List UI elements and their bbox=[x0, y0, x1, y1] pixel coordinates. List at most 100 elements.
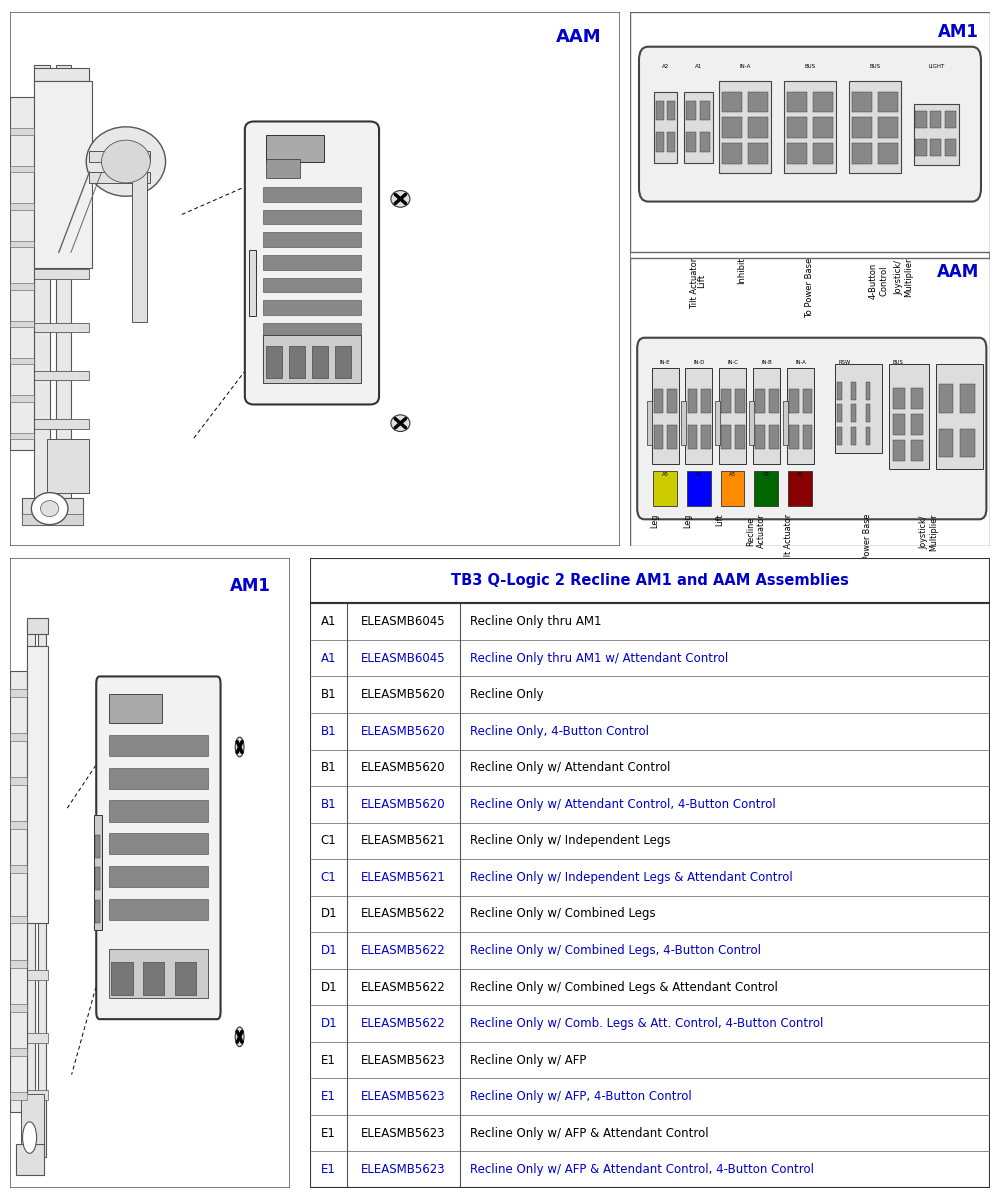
Text: Recline Only, 4-Button Control: Recline Only, 4-Button Control bbox=[470, 725, 649, 738]
Bar bbox=[109, 833, 208, 854]
Bar bbox=[685, 367, 712, 463]
Text: To Power Base: To Power Base bbox=[806, 258, 814, 318]
Circle shape bbox=[235, 1027, 244, 1046]
Text: Recline Only w/ Independent Legs & Attendant Control: Recline Only w/ Independent Legs & Atten… bbox=[470, 871, 793, 884]
Bar bbox=[143, 962, 164, 995]
Bar bbox=[866, 427, 870, 444]
Bar bbox=[34, 68, 89, 82]
Text: ELEASMB5620: ELEASMB5620 bbox=[361, 798, 446, 811]
Bar bbox=[266, 134, 324, 162]
Bar bbox=[10, 671, 27, 1112]
Bar bbox=[788, 470, 812, 506]
Bar bbox=[688, 389, 697, 413]
Bar bbox=[939, 384, 953, 413]
Text: ELEASMB5621: ELEASMB5621 bbox=[361, 871, 446, 884]
Bar bbox=[109, 949, 208, 998]
Bar bbox=[755, 425, 765, 449]
Bar bbox=[915, 139, 927, 156]
Bar bbox=[667, 101, 675, 120]
Bar bbox=[27, 686, 48, 696]
Bar bbox=[27, 646, 48, 924]
Text: Recline Only thru AM1: Recline Only thru AM1 bbox=[470, 616, 601, 628]
Bar bbox=[10, 1092, 27, 1099]
Bar bbox=[803, 425, 812, 449]
Text: B1: B1 bbox=[321, 725, 337, 738]
Bar bbox=[34, 173, 89, 182]
Bar bbox=[111, 962, 133, 995]
Bar bbox=[263, 254, 361, 270]
Bar bbox=[754, 470, 778, 506]
Bar bbox=[722, 143, 742, 163]
Bar bbox=[667, 425, 677, 449]
Bar bbox=[787, 367, 814, 463]
Bar bbox=[911, 414, 923, 434]
Circle shape bbox=[23, 1122, 37, 1153]
Bar bbox=[878, 143, 898, 163]
Bar bbox=[16, 1144, 44, 1176]
Text: 4-Button
Control: 4-Button Control bbox=[869, 263, 888, 299]
Bar bbox=[866, 382, 870, 400]
Bar bbox=[27, 1090, 48, 1099]
Text: C1: C1 bbox=[321, 871, 337, 884]
Bar bbox=[837, 404, 842, 422]
Bar bbox=[630, 258, 990, 546]
Text: TB3 Q-Logic 2 Recline AM1 and AAM Assemblies: TB3 Q-Logic 2 Recline AM1 and AAM Assemb… bbox=[451, 574, 849, 588]
Bar bbox=[783, 401, 788, 444]
Bar bbox=[656, 132, 664, 152]
Bar bbox=[89, 172, 150, 182]
Bar bbox=[866, 404, 870, 422]
Bar bbox=[10, 320, 34, 328]
Bar bbox=[10, 1004, 27, 1012]
Bar bbox=[38, 622, 46, 1157]
Text: IN-D: IN-D bbox=[693, 360, 705, 365]
Bar bbox=[835, 365, 882, 452]
Text: Recline Only w/ AFP & Attendant Control, 4-Button Control: Recline Only w/ AFP & Attendant Control,… bbox=[470, 1163, 814, 1176]
Bar bbox=[889, 365, 929, 468]
Bar bbox=[10, 203, 34, 210]
Bar bbox=[10, 960, 27, 967]
Bar bbox=[10, 433, 34, 439]
Bar bbox=[95, 900, 100, 923]
Bar bbox=[681, 401, 686, 444]
Text: ELEASMB5623: ELEASMB5623 bbox=[361, 1127, 446, 1140]
Text: LIGHT: LIGHT bbox=[928, 64, 944, 68]
Bar bbox=[175, 962, 196, 995]
Bar bbox=[735, 425, 745, 449]
Bar bbox=[263, 300, 361, 316]
Text: A1: A1 bbox=[321, 652, 336, 665]
Bar bbox=[34, 323, 89, 332]
Text: Recline Only w/ AFP, 4-Button Control: Recline Only w/ AFP, 4-Button Control bbox=[470, 1090, 692, 1103]
Bar bbox=[132, 162, 147, 322]
Bar bbox=[960, 384, 975, 413]
Bar bbox=[27, 800, 48, 810]
Bar bbox=[686, 132, 696, 152]
Bar bbox=[849, 80, 901, 173]
Bar bbox=[852, 91, 872, 112]
Bar bbox=[893, 439, 905, 461]
Bar bbox=[630, 12, 990, 252]
Text: ELEASMB5623: ELEASMB5623 bbox=[361, 1163, 446, 1176]
Text: Recline Only w/ Comb. Legs & Att. Control, 4-Button Control: Recline Only w/ Comb. Legs & Att. Contro… bbox=[470, 1018, 823, 1030]
Text: C1: C1 bbox=[321, 834, 337, 847]
Bar bbox=[263, 233, 361, 247]
Circle shape bbox=[86, 127, 166, 197]
Bar bbox=[10, 128, 34, 134]
Bar bbox=[755, 389, 765, 413]
Bar bbox=[684, 92, 713, 162]
Bar bbox=[851, 404, 856, 422]
Text: Tilt Actuator: Tilt Actuator bbox=[784, 514, 793, 563]
Text: ELEASMB5623: ELEASMB5623 bbox=[361, 1054, 446, 1067]
Bar bbox=[109, 800, 208, 822]
Text: Recline Only: Recline Only bbox=[470, 689, 543, 701]
Bar bbox=[787, 91, 807, 112]
Bar bbox=[95, 835, 100, 858]
Bar bbox=[960, 428, 975, 457]
Bar bbox=[687, 470, 711, 506]
Text: IN-A: IN-A bbox=[740, 64, 751, 68]
Text: A2: A2 bbox=[662, 64, 669, 68]
Text: D1: D1 bbox=[320, 907, 337, 920]
Text: E1: E1 bbox=[321, 1090, 336, 1103]
Bar bbox=[851, 382, 856, 400]
Bar bbox=[56, 65, 71, 503]
Circle shape bbox=[31, 492, 68, 524]
